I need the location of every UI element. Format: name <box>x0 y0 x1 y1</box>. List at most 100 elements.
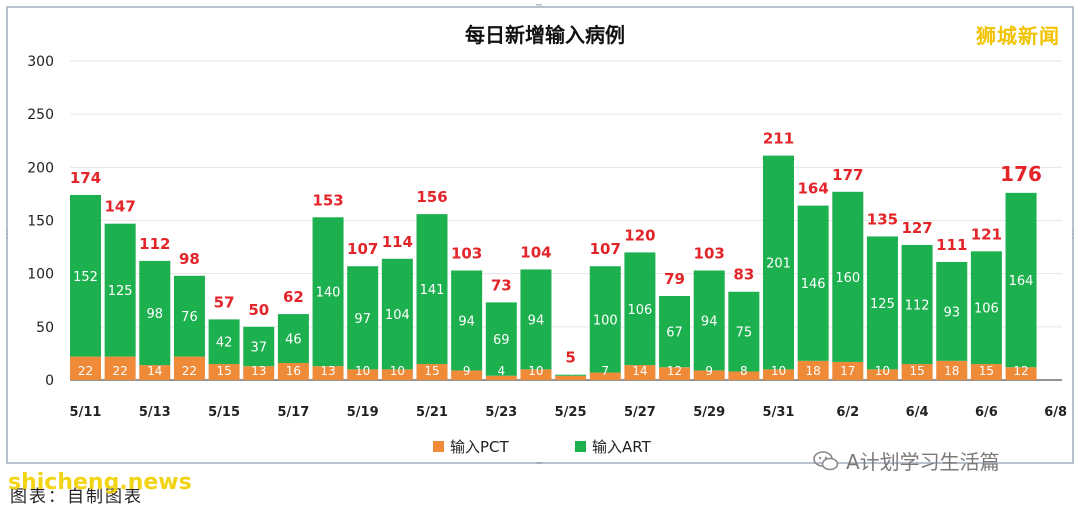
data-label-pct: 17 <box>840 364 855 378</box>
resize-handle-bottom[interactable]: ⋯ <box>536 458 543 469</box>
bar-segment-art <box>416 214 448 365</box>
bar-segment-pct <box>970 364 1002 380</box>
data-label-total: 104 <box>520 243 551 261</box>
wechat-account: A计划学习生活篇 <box>812 446 1000 475</box>
bar-segment-art <box>451 270 483 371</box>
bar-segment-art <box>381 258 413 370</box>
bar-segment-art <box>797 205 829 361</box>
bar-segment-art <box>866 236 898 370</box>
data-label-art: 97 <box>354 312 371 327</box>
data-label-pct: 15 <box>424 364 439 378</box>
data-label-pct: 15 <box>979 364 994 378</box>
bar-segment-pct <box>208 364 240 380</box>
bar-segment-pct <box>520 369 552 380</box>
data-label-total: 114 <box>382 233 413 251</box>
x-tick-label: 5/21 <box>416 405 448 420</box>
data-label-art: 141 <box>420 283 445 298</box>
bar-segment-pct <box>589 372 621 380</box>
bar-segment-art <box>104 223 136 357</box>
data-label-pct: 7 <box>601 364 609 378</box>
data-label-pct: 18 <box>944 364 959 378</box>
y-tick-label: 50 <box>36 320 54 336</box>
x-tick-label: 6/6 <box>975 405 998 420</box>
bar-segment-art <box>589 266 621 373</box>
bar-segment-art <box>520 269 552 370</box>
data-label-pct: 8 <box>740 364 748 378</box>
resize-handle-top[interactable]: ⋯ <box>536 0 543 11</box>
data-label-pct: 18 <box>806 364 821 378</box>
data-label-art: 37 <box>250 341 267 356</box>
data-label-art: 98 <box>147 307 164 322</box>
bar-segment-art <box>485 302 517 376</box>
data-label-art: 201 <box>766 257 791 272</box>
bar-segment-art <box>139 260 171 366</box>
bar-segment-art <box>936 261 968 361</box>
legend-label-pct: 输入PCT <box>450 438 510 456</box>
data-label-pct: 4 <box>497 364 505 378</box>
bar-segment-art <box>208 319 240 365</box>
legend: 输入PCT 输入ART <box>433 438 652 456</box>
bar-segment-art <box>832 191 864 362</box>
bar-segment-pct <box>416 364 448 380</box>
x-tick-label: 5/19 <box>347 405 379 420</box>
data-label-total: 177 <box>832 166 863 184</box>
data-label-pct: 15 <box>216 364 231 378</box>
bar-segment-art <box>555 374 587 376</box>
data-label-total: 176 <box>1000 162 1042 186</box>
y-tick-label: 250 <box>27 107 54 123</box>
resize-handle-left[interactable]: ⋮ <box>2 229 12 240</box>
data-label-total: 111 <box>936 236 967 254</box>
y-tick-label: 300 <box>27 54 54 70</box>
resize-handle-right[interactable]: ⋮ <box>1068 229 1078 240</box>
data-label-art: 94 <box>528 313 545 328</box>
y-tick-label: 100 <box>27 267 54 283</box>
data-label-total: 135 <box>867 210 898 228</box>
chart-title: 每日新增输入病例 <box>465 23 625 47</box>
data-label-total: 120 <box>624 226 655 244</box>
bar-segment-art <box>70 194 101 357</box>
source-note: 图表：自制图表 <box>10 487 143 507</box>
bar-segment-pct <box>1005 367 1037 380</box>
bar-segment-art <box>901 244 933 365</box>
bar-segment-pct <box>797 360 829 380</box>
y-tick-label: 150 <box>27 214 54 230</box>
chart-frame: ⋯ ⋯ ⋮ ⋮ <box>2 1 1078 469</box>
data-label-pct: 9 <box>463 364 471 378</box>
bar-segment-pct <box>866 369 898 380</box>
data-label-art: 164 <box>1009 274 1034 289</box>
data-label-total: 79 <box>664 270 685 288</box>
x-tick-label: 5/27 <box>624 405 656 420</box>
data-label-art: 93 <box>943 305 960 320</box>
data-label-total: 164 <box>797 180 828 198</box>
wechat-icon <box>813 450 839 470</box>
bar-segment-art <box>728 291 760 372</box>
data-label-total: 174 <box>70 169 101 187</box>
bar-segment-art <box>970 251 1002 365</box>
data-label-pct: 14 <box>147 364 162 378</box>
data-label-pct: 22 <box>182 364 197 378</box>
data-label-art: 125 <box>870 297 895 312</box>
data-label-art: 75 <box>736 326 753 341</box>
data-label-total: 153 <box>312 191 343 209</box>
bar-segment-pct <box>832 361 864 380</box>
data-label-pct: 10 <box>528 364 543 378</box>
data-label-pct: 12 <box>1013 364 1028 378</box>
data-label-total: 5 <box>565 349 575 367</box>
data-label-art: 112 <box>905 299 930 314</box>
data-label-total: 57 <box>214 293 235 311</box>
x-tick-label: 5/23 <box>485 405 517 420</box>
data-label-pct: 4 <box>567 364 575 378</box>
data-label-total: 121 <box>971 225 1002 243</box>
data-label-art: 69 <box>493 333 510 348</box>
legend-label-art: 输入ART <box>592 438 652 456</box>
x-tick-label: 6/8 <box>1044 405 1067 420</box>
data-label-pct: 22 <box>78 364 93 378</box>
bar-segment-pct <box>763 369 794 380</box>
x-tick-label: 5/17 <box>277 405 309 420</box>
bar-segment-pct <box>139 365 171 380</box>
data-label-art: 76 <box>181 310 198 325</box>
bar-segment-art <box>763 155 794 370</box>
data-label-total: 156 <box>416 188 447 206</box>
bar-segment-pct <box>104 356 136 380</box>
data-label-total: 62 <box>283 288 304 306</box>
